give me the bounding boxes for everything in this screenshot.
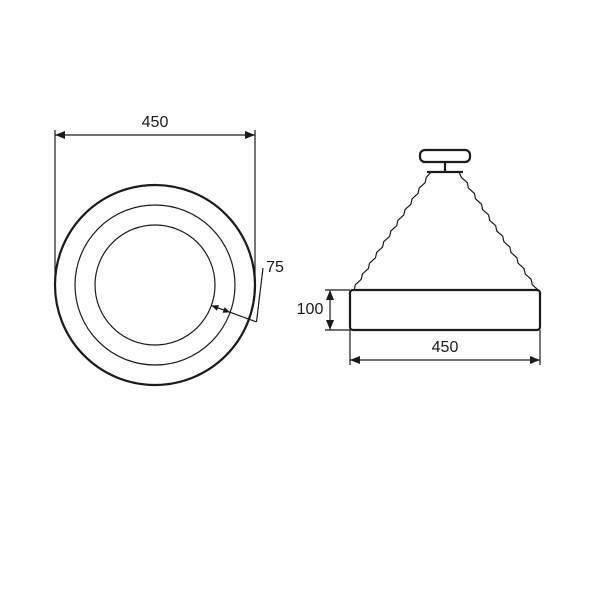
suspension-wire xyxy=(353,172,431,290)
dim-diameter-label: 450 xyxy=(142,114,169,131)
top-view: 450 75 xyxy=(55,114,284,385)
side-view: 100 450 xyxy=(297,150,540,365)
ring-inner xyxy=(95,225,215,345)
dim-width-label: 450 xyxy=(432,339,459,356)
suspension-wire xyxy=(459,172,538,290)
ceiling-mount xyxy=(420,150,470,162)
outer-circle xyxy=(55,185,255,385)
dim-ring-thickness-label: 75 xyxy=(266,259,284,276)
ring-outer xyxy=(75,205,235,365)
luminaire-body xyxy=(350,290,540,330)
dim-height-label: 100 xyxy=(297,301,324,318)
